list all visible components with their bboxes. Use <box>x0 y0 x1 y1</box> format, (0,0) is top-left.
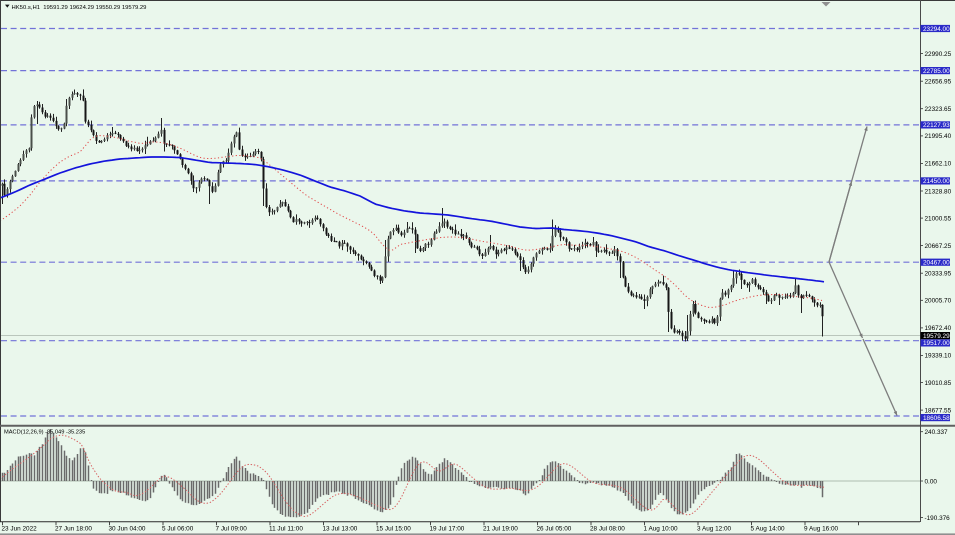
svg-text:18606.58: 18606.58 <box>923 415 950 422</box>
svg-text:26 Jul 05:00: 26 Jul 05:00 <box>537 526 572 533</box>
svg-text:23294.00: 23294.00 <box>923 26 950 33</box>
svg-text:19517.00: 19517.00 <box>923 340 950 347</box>
svg-text:21995.40: 21995.40 <box>925 133 952 140</box>
svg-text:27 Jun 18:00: 27 Jun 18:00 <box>55 526 92 533</box>
svg-text:21662.10: 21662.10 <box>925 161 952 168</box>
svg-text:3 Aug 12:00: 3 Aug 12:00 <box>697 526 732 533</box>
svg-text:-190.376: -190.376 <box>925 515 951 522</box>
svg-text:5 Jul 06:00: 5 Jul 06:00 <box>162 526 194 533</box>
svg-text:22323.65: 22323.65 <box>925 106 952 113</box>
svg-text:21000.55: 21000.55 <box>925 215 952 222</box>
svg-text:20667.25: 20667.25 <box>925 243 952 250</box>
svg-text:21 Jul 19:00: 21 Jul 19:00 <box>483 526 518 533</box>
svg-text:19 Jul 17:00: 19 Jul 17:00 <box>430 526 465 533</box>
svg-text:22990.25: 22990.25 <box>925 51 952 58</box>
svg-text:19010.85: 19010.85 <box>925 380 952 387</box>
svg-text:19579.29: 19579.29 <box>923 333 950 340</box>
svg-text:23 Jun 2022: 23 Jun 2022 <box>2 526 38 533</box>
svg-text:20005.70: 20005.70 <box>925 298 952 305</box>
svg-text:5 Aug 14:00: 5 Aug 14:00 <box>751 526 786 533</box>
svg-text:7 Jul 09:00: 7 Jul 09:00 <box>216 526 248 533</box>
svg-text:19339.10: 19339.10 <box>925 353 952 360</box>
svg-text:21450.00: 21450.00 <box>923 178 950 185</box>
svg-text:HK50.s,H1 19591.29 19624.29 1: HK50.s,H1 19591.29 19624.29 19550.29 195… <box>12 5 147 11</box>
svg-text:9 Aug 16:00: 9 Aug 16:00 <box>804 526 839 533</box>
svg-text:240.337: 240.337 <box>925 429 949 436</box>
svg-text:1 Aug 10:00: 1 Aug 10:00 <box>644 526 679 533</box>
svg-text:21328.80: 21328.80 <box>925 188 952 195</box>
svg-text:15 Jul 15:00: 15 Jul 15:00 <box>376 526 411 533</box>
svg-text:11 Jul 11:00: 11 Jul 11:00 <box>269 526 303 533</box>
svg-text:22656.95: 22656.95 <box>925 79 952 86</box>
svg-text:19672.40: 19672.40 <box>925 325 952 332</box>
svg-text:13 Jul 13:00: 13 Jul 13:00 <box>323 526 358 533</box>
svg-text:30 Jun 04:00: 30 Jun 04:00 <box>109 526 146 533</box>
svg-text:MACD(12,26,9) -85.049 -35.235: MACD(12,26,9) -85.049 -35.235 <box>4 430 85 436</box>
svg-text:20333.95: 20333.95 <box>925 271 952 278</box>
svg-text:0.00: 0.00 <box>925 478 938 485</box>
svg-text:20467.00: 20467.00 <box>923 260 950 267</box>
svg-text:28 Jul 08:00: 28 Jul 08:00 <box>590 526 625 533</box>
svg-text:22127.93: 22127.93 <box>923 122 950 129</box>
svg-text:18677.55: 18677.55 <box>925 407 952 414</box>
svg-text:22785.00: 22785.00 <box>923 68 950 75</box>
